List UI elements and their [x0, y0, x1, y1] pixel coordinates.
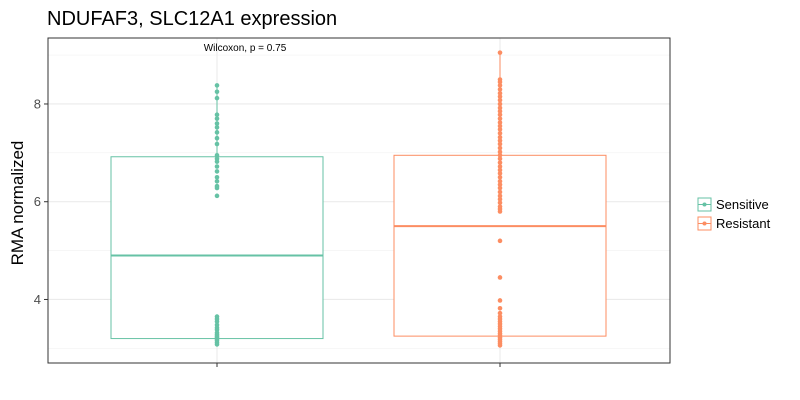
data-point [214, 159, 220, 164]
data-point [497, 174, 503, 180]
data-point [497, 105, 503, 111]
data-point [497, 141, 503, 147]
data-point [214, 89, 220, 95]
data-point [214, 185, 220, 191]
data-point [497, 97, 503, 103]
data-point [497, 127, 503, 132]
data-point [214, 178, 220, 184]
data-point [214, 164, 220, 169]
legend-key-dot-sensitive [702, 202, 707, 207]
data-point [214, 141, 220, 147]
y-tick-label: 6 [34, 194, 41, 209]
data-point [497, 156, 503, 162]
data-point [214, 193, 220, 199]
data-point [497, 171, 503, 176]
data-point [497, 343, 503, 348]
chart-title: NDUFAF3, SLC12A1 expression [47, 8, 337, 30]
data-point [497, 196, 503, 202]
legend-item-sensitive: Sensitive [697, 197, 769, 212]
data-point [497, 90, 503, 96]
data-point [497, 189, 503, 195]
data-point [497, 134, 503, 140]
legend-label-resistant: Resistant [716, 216, 771, 231]
y-axis-label: RMA normalized [8, 141, 27, 266]
data-point [497, 116, 503, 121]
data-point [497, 298, 503, 303]
legend-key-dot-resistant [702, 221, 707, 226]
data-point [497, 310, 503, 316]
data-point [497, 131, 503, 136]
data-point [497, 200, 503, 205]
data-point [497, 160, 503, 165]
wilcoxon-annotation: Wilcoxon, p = 0.75 [204, 43, 287, 54]
data-point [497, 238, 503, 244]
data-point [497, 94, 503, 99]
data-point [214, 152, 220, 158]
data-point [497, 209, 503, 214]
legend-label-sensitive: Sensitive [716, 197, 769, 212]
data-point [497, 145, 503, 151]
data-point [214, 342, 220, 347]
data-point [214, 121, 220, 126]
data-point [214, 112, 220, 118]
data-point [214, 135, 220, 141]
data-point [497, 185, 503, 191]
data-point [497, 149, 503, 155]
data-point [497, 138, 503, 143]
plot-area: 4 6 8 [34, 37, 671, 367]
data-point [214, 169, 220, 174]
data-point [497, 83, 503, 88]
data-point [497, 120, 503, 125]
data-point [214, 130, 220, 135]
data-point [497, 182, 503, 187]
data-point [214, 95, 220, 101]
y-tick-label: 4 [34, 292, 41, 307]
data-point [214, 319, 220, 324]
data-point [497, 50, 503, 55]
data-point [497, 112, 503, 118]
data-point [497, 87, 503, 92]
legend: Sensitive Resistant [697, 197, 771, 231]
data-point [497, 178, 503, 184]
data-point [497, 109, 503, 114]
data-point [497, 164, 503, 169]
legend-item-resistant: Resistant [697, 216, 771, 231]
data-point [214, 83, 220, 88]
data-point [497, 167, 503, 173]
panel-border [47, 37, 671, 364]
data-point [497, 101, 503, 107]
data-point [497, 152, 503, 158]
data-point [497, 305, 503, 311]
box-group-sensitive [110, 83, 324, 347]
data-point [214, 174, 220, 180]
y-tick-label: 8 [34, 96, 41, 111]
data-point [497, 193, 503, 199]
data-point [497, 123, 503, 129]
data-point [497, 275, 503, 280]
data-point [214, 116, 220, 121]
data-point [214, 125, 220, 130]
box-group-resistant [393, 50, 607, 348]
data-point [497, 79, 503, 85]
